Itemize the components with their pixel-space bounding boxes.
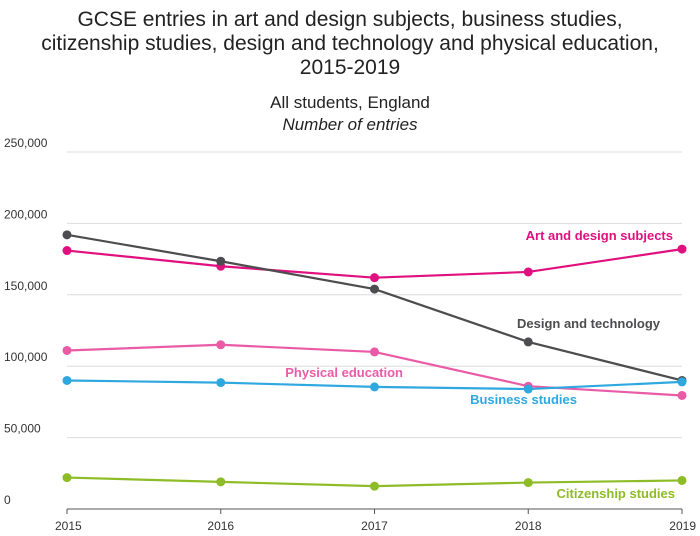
chart-units: Number of entries	[282, 115, 418, 134]
y-tick-label: 50,000	[4, 422, 41, 436]
data-point-business-studies	[62, 375, 72, 385]
series-label-design-and-technology: Design and technology	[517, 316, 661, 331]
y-tick-label: 100,000	[4, 350, 48, 364]
data-point-physical-education	[216, 340, 226, 350]
x-tick-label: 2019	[669, 519, 696, 533]
data-point-design-and-technology	[62, 230, 72, 240]
data-point-physical-education	[62, 345, 72, 355]
data-point-business-studies	[677, 377, 687, 387]
y-tick-label: 150,000	[4, 279, 48, 293]
chart-title-line-2: citizenship studies, design and technolo…	[41, 32, 659, 55]
data-point-citizenship-studies	[523, 478, 533, 488]
series-label-art-and-design-subjects: Art and design subjects	[526, 228, 673, 243]
x-tick-label: 2015	[55, 519, 82, 533]
data-point-art-and-design-subjects	[523, 267, 533, 277]
chart-title: GCSE entries in art and design subjects,…	[0, 8, 700, 80]
data-point-design-and-technology	[523, 337, 533, 347]
chart-subtitle-block: All students, England Number of entries	[0, 92, 700, 136]
chart-title-line-3: 2015-2019	[299, 56, 401, 79]
series-line-design-and-technology	[66, 233, 683, 382]
data-point-citizenship-studies	[370, 481, 379, 491]
y-tick-label: 200,000	[4, 207, 48, 221]
series-label-citizenship-studies: Citizenship studies	[557, 486, 675, 501]
series-label-business-studies: Business studies	[470, 392, 577, 407]
data-point-art-and-design-subjects	[370, 273, 379, 283]
chart-subtitle: All students, England	[270, 93, 430, 112]
y-tick-label: 0	[4, 493, 11, 507]
data-point-citizenship-studies	[216, 477, 226, 487]
data-point-physical-education	[370, 347, 379, 357]
data-point-citizenship-studies	[62, 473, 72, 483]
x-tick-label: 2016	[207, 519, 234, 533]
data-point-design-and-technology	[370, 284, 379, 294]
x-tick-label: 2017	[361, 519, 388, 533]
data-point-business-studies	[370, 382, 379, 392]
data-point-citizenship-studies	[677, 475, 687, 485]
series-label-physical-education: Physical education	[285, 365, 403, 380]
data-point-business-studies	[523, 384, 533, 394]
data-point-art-and-design-subjects	[62, 246, 72, 256]
chart-title-line-1: GCSE entries in art and design subjects,…	[77, 8, 623, 31]
data-point-physical-education	[677, 390, 687, 400]
x-tick-label: 2018	[515, 519, 542, 533]
data-point-business-studies	[216, 378, 226, 388]
data-point-art-and-design-subjects	[677, 244, 687, 254]
data-point-design-and-technology	[216, 256, 226, 266]
y-tick-label: 250,000	[4, 136, 48, 150]
